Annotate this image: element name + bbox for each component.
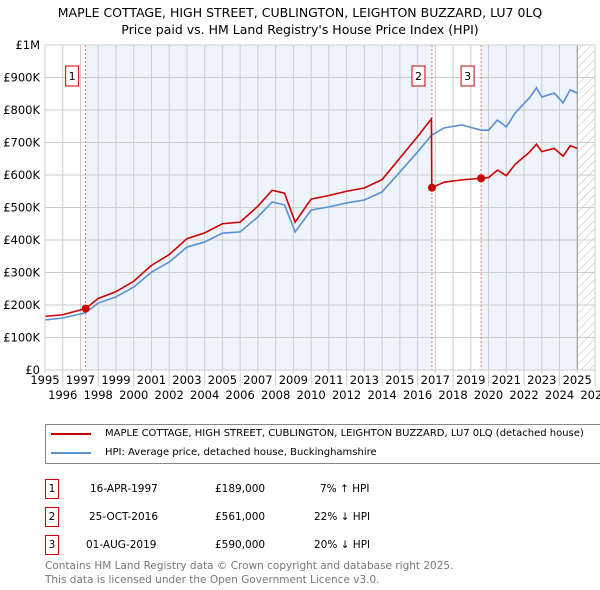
transaction-price: £189,000 — [215, 483, 266, 495]
transaction-price: £590,000 — [215, 539, 266, 551]
transaction-row: 1 16-APR-1997 £189,000 7% ↑ HPI — [45, 479, 445, 499]
x-tick-label: 2007 — [243, 373, 272, 387]
y-tick-label: £300K — [3, 266, 40, 280]
x-tick-label: 2012 — [332, 388, 361, 402]
property-price-line — [44, 116, 578, 318]
x-tick-label: 2009 — [279, 373, 308, 387]
x-tick-label: 2025 — [563, 373, 592, 387]
transaction-date: 16-APR-1997 — [90, 483, 158, 495]
legend-item-property: MAPLE COTTAGE, HIGH STREET, CUBLINGTON, … — [46, 425, 584, 443]
x-tick-label: 2024 — [545, 388, 574, 402]
y-tick-label: £600K — [3, 168, 40, 182]
x-tick-label: 2006 — [226, 388, 255, 402]
legend-label: MAPLE COTTAGE, HIGH STREET, CUBLINGTON, … — [105, 428, 584, 439]
x-tick-label: 2004 — [190, 388, 219, 402]
transaction-date: 01-AUG-2019 — [86, 539, 157, 551]
x-tick-label: 2017 — [421, 373, 450, 387]
footer: Contains HM Land Registry data © Crown c… — [45, 559, 453, 587]
title-line-2: Price paid vs. HM Land Registry's House … — [121, 22, 479, 37]
annotation-label: 3 — [464, 70, 471, 83]
plot-border — [44, 44, 596, 371]
x-tick-label: 2008 — [261, 388, 290, 402]
transaction-number: 1 — [45, 479, 59, 499]
annotation-box — [460, 65, 475, 87]
hpi-line — [44, 86, 578, 321]
x-tick-label: 2002 — [155, 388, 184, 402]
transaction-row: 3 01-AUG-2019 £590,000 20% ↓ HPI — [45, 535, 445, 555]
x-tick-label: 1996 — [48, 388, 77, 402]
legend-red-line — [51, 433, 91, 435]
x-tick-label: 2014 — [367, 388, 396, 402]
x-tick-label: 2022 — [509, 388, 538, 402]
x-tick-label: 2018 — [438, 388, 467, 402]
legend: MAPLE COTTAGE, HIGH STREET, CUBLINGTON, … — [45, 424, 600, 464]
x-tick-label: 1995 — [30, 373, 59, 387]
x-tick-label: 2010 — [296, 388, 325, 402]
y-tick-label: £100K — [3, 331, 40, 345]
y-tick-label: £0 — [25, 363, 40, 377]
y-tick-label: £800K — [3, 103, 40, 117]
x-tick-label: 2016 — [403, 388, 432, 402]
x-tick-label: 1998 — [84, 388, 113, 402]
transaction-number: 3 — [45, 535, 59, 555]
transaction-hpi: 22% ↓ HPI — [314, 511, 371, 523]
x-tick-label: 2026 — [580, 388, 600, 402]
legend-label: HPI: Average price, detached house, Buck… — [105, 447, 377, 458]
y-tick-label: £400K — [3, 233, 40, 247]
y-tick-label: £200K — [3, 298, 40, 312]
x-tick-label: 2021 — [492, 373, 521, 387]
sale-point — [81, 304, 90, 313]
transaction-row: 2 25-OCT-2016 £561,000 22% ↓ HPI — [45, 507, 445, 527]
price-chart: 1995199619971998199920002001200220032004… — [3, 38, 600, 402]
x-tick-label: 2000 — [119, 388, 148, 402]
annotation-label: 1 — [69, 70, 76, 83]
x-tick-label: 2003 — [172, 373, 201, 387]
transaction-hpi: 7% ↑ HPI — [320, 483, 370, 495]
y-tick-label: £900K — [3, 71, 40, 85]
x-tick-label: 2020 — [474, 388, 503, 402]
transaction-price: £561,000 — [215, 511, 266, 523]
x-tick-label: 2019 — [456, 373, 485, 387]
transaction-date: 25-OCT-2016 — [89, 511, 158, 523]
sale-point — [477, 174, 486, 183]
annotation-label: 2 — [415, 70, 422, 83]
sale-point — [427, 183, 436, 192]
x-tick-label: 2011 — [314, 373, 343, 387]
transaction-number: 2 — [45, 507, 59, 527]
annotation-box — [411, 65, 426, 87]
chart-title: MAPLE COTTAGE, HIGH STREET, CUBLINGTON, … — [0, 4, 600, 38]
legend-item-hpi: HPI: Average price, detached house, Buck… — [46, 444, 377, 462]
x-tick-label: 1999 — [101, 373, 130, 387]
x-tick-label: 2013 — [350, 373, 379, 387]
x-tick-label: 2005 — [208, 373, 237, 387]
y-tick-label: £700K — [3, 136, 40, 150]
footer-copyright: Contains HM Land Registry data © Crown c… — [45, 560, 454, 572]
transaction-hpi: 20% ↓ HPI — [314, 539, 371, 551]
y-tick-label: £500K — [3, 201, 40, 215]
title-line-1: MAPLE COTTAGE, HIGH STREET, CUBLINGTON, … — [57, 5, 543, 20]
annotation-box — [65, 65, 80, 87]
x-tick-label: 2015 — [385, 373, 414, 387]
x-tick-label: 2023 — [527, 373, 556, 387]
footer-licence: This data is licensed under the Open Gov… — [45, 574, 380, 586]
legend-blue-line — [51, 452, 91, 454]
y-tick-label: £1M — [15, 38, 40, 52]
x-tick-label: 1997 — [66, 373, 95, 387]
x-tick-label: 2001 — [137, 373, 166, 387]
